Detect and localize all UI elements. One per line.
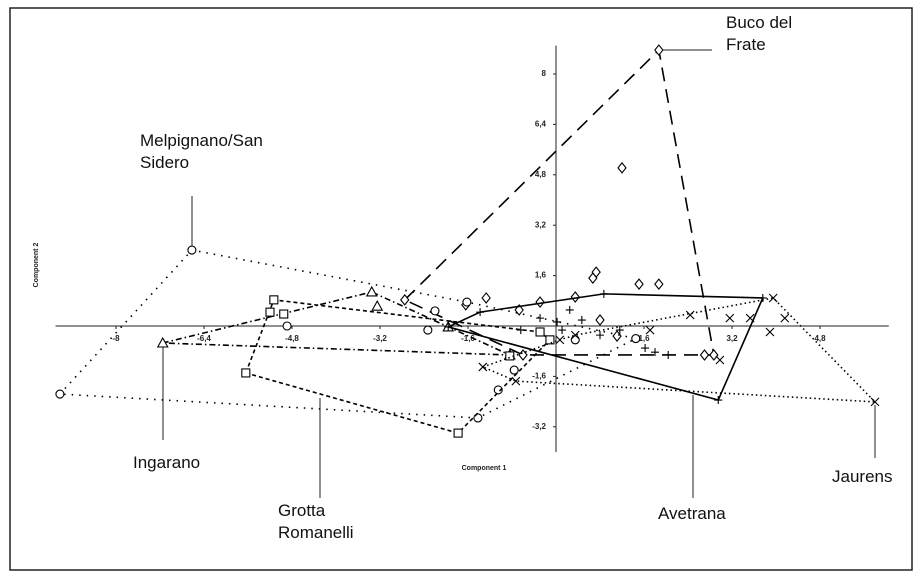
x-axis-title: Component 1 <box>462 465 507 472</box>
point <box>55 389 65 399</box>
point <box>570 330 580 340</box>
point <box>714 396 723 405</box>
group-label: Jaurens <box>832 467 893 486</box>
point <box>509 365 519 375</box>
point <box>758 293 767 302</box>
point <box>715 355 725 365</box>
point <box>588 272 598 285</box>
point <box>545 335 555 345</box>
x-tick-label: -4,8 <box>285 334 299 343</box>
point <box>516 326 525 335</box>
point <box>570 335 580 345</box>
point <box>423 325 433 335</box>
y-tick-label: 1,6 <box>535 271 547 280</box>
point <box>444 322 453 331</box>
point <box>699 349 710 361</box>
point <box>709 349 719 361</box>
x-tick-label: 3,2 <box>726 334 738 343</box>
point <box>476 308 485 317</box>
point <box>365 285 378 297</box>
point <box>558 326 567 335</box>
point <box>511 376 521 386</box>
point <box>430 306 440 316</box>
point <box>645 325 655 335</box>
point <box>371 300 384 311</box>
y-tick-label: 4,8 <box>535 170 547 179</box>
point <box>577 316 586 325</box>
point <box>536 314 545 323</box>
y-tick-label: 8 <box>542 69 547 78</box>
point <box>634 278 644 290</box>
y-tick-label: -1,6 <box>532 372 546 381</box>
point <box>641 344 650 353</box>
point <box>599 289 608 298</box>
hull <box>445 293 765 401</box>
point <box>518 349 528 361</box>
point <box>664 350 673 359</box>
point <box>187 245 197 255</box>
point <box>631 334 641 344</box>
point <box>453 428 463 438</box>
point <box>156 336 169 348</box>
point <box>535 296 545 308</box>
x-tick-label: 4,8 <box>814 334 826 343</box>
point <box>555 335 565 345</box>
point <box>765 327 775 337</box>
hull <box>162 291 511 356</box>
y-axis-title: Component 2 <box>33 243 40 288</box>
point <box>654 278 664 290</box>
group-label: Melpignano/San Sidero <box>140 131 263 172</box>
hull <box>480 297 878 403</box>
point <box>493 385 503 395</box>
point <box>870 397 880 407</box>
hull <box>403 48 715 356</box>
point <box>462 297 472 307</box>
group-label: Ingarano <box>133 453 201 472</box>
x-tick-label: -3,2 <box>373 334 387 343</box>
x-tick-label: -1,6 <box>461 334 475 343</box>
point <box>596 331 604 340</box>
x-tick-label: -8 <box>112 334 120 343</box>
leader-lines <box>162 49 876 498</box>
hull <box>58 249 639 419</box>
point <box>725 313 735 323</box>
point <box>595 314 605 326</box>
point <box>654 44 664 56</box>
point <box>265 307 275 317</box>
point <box>617 161 627 174</box>
frame <box>9 7 913 571</box>
point <box>565 305 574 314</box>
point <box>478 362 488 372</box>
point <box>400 293 410 306</box>
point <box>269 295 279 305</box>
point <box>553 317 562 326</box>
group-label: Buco del Frate <box>726 13 793 54</box>
point <box>651 348 659 357</box>
x-tick-label: -6,4 <box>197 334 211 343</box>
point <box>282 321 292 331</box>
x-tick-label: 1,6 <box>638 334 650 343</box>
group-label: Grotta Romanelli <box>278 501 354 542</box>
point <box>279 309 289 319</box>
point <box>481 292 491 304</box>
point <box>241 368 251 378</box>
group-label: Avetrana <box>658 504 726 523</box>
point <box>535 327 545 337</box>
point <box>615 326 624 335</box>
point <box>685 310 695 320</box>
y-tick-label: -3,2 <box>532 422 546 431</box>
y-tick-label: 3,2 <box>535 220 547 229</box>
y-tick-label: 6,4 <box>535 120 547 129</box>
point <box>768 293 778 303</box>
hull <box>244 298 552 434</box>
point <box>570 291 580 303</box>
point <box>745 313 755 323</box>
point <box>780 313 790 323</box>
